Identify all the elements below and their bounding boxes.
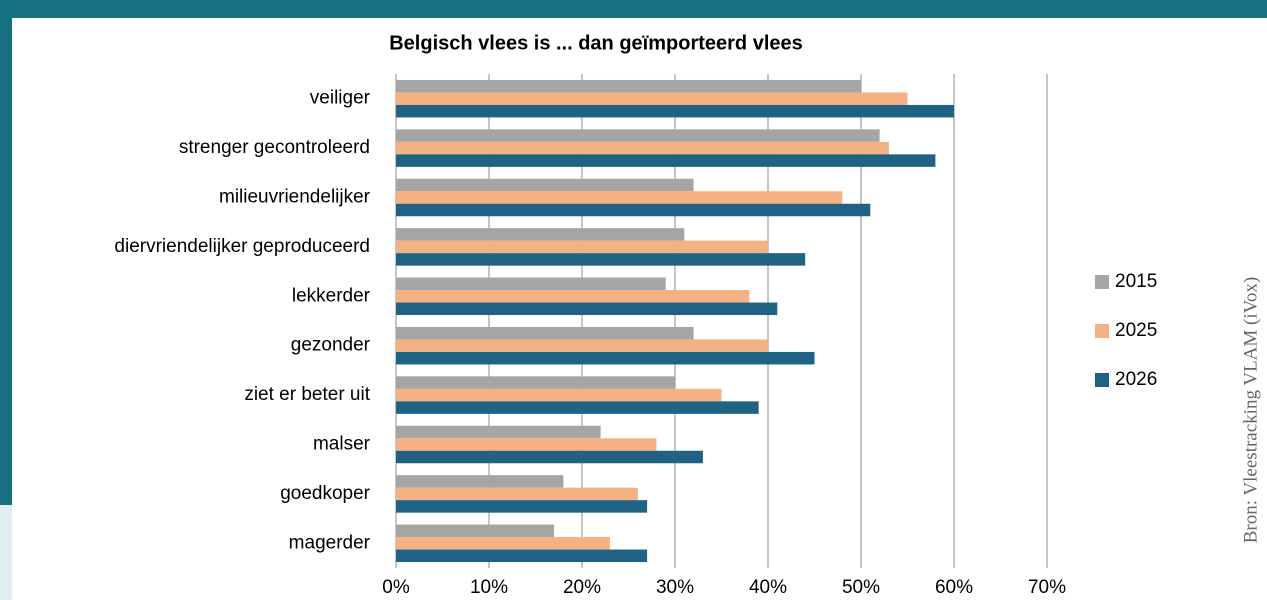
y-tick-label: ziet er beter uit xyxy=(244,384,370,405)
bar xyxy=(396,339,768,352)
bar xyxy=(396,388,722,402)
bar xyxy=(396,302,778,316)
bar xyxy=(396,104,954,118)
bar xyxy=(396,191,843,204)
legend-swatch xyxy=(1095,275,1109,289)
x-tick-label: 30% xyxy=(656,577,694,598)
bar xyxy=(396,475,564,488)
legend-swatch xyxy=(1095,373,1109,387)
bar xyxy=(396,351,815,365)
y-tick-label: malser xyxy=(313,434,371,455)
bar xyxy=(396,154,936,167)
bar xyxy=(396,203,871,217)
bar xyxy=(396,228,685,241)
bar xyxy=(396,92,908,105)
bar xyxy=(396,129,880,142)
x-tick-label: 40% xyxy=(749,577,787,598)
x-tick-label: 10% xyxy=(470,577,508,598)
x-tick-label: 70% xyxy=(1028,577,1066,598)
y-tick-label: milieuvriendelijker xyxy=(219,187,371,208)
legend-label: 2026 xyxy=(1115,369,1157,390)
bar xyxy=(396,277,666,291)
bar xyxy=(396,438,657,451)
bar xyxy=(396,425,601,439)
y-tick-label: veiliger xyxy=(310,88,371,109)
y-tick-label: diervriendelijker geproduceerd xyxy=(114,236,370,257)
left-band xyxy=(0,0,12,505)
bar xyxy=(396,79,861,93)
bar xyxy=(396,178,694,192)
bar xyxy=(396,537,610,550)
y-tick-label: strenger gecontroleerd xyxy=(179,137,370,158)
top-band xyxy=(0,0,1267,18)
bar xyxy=(396,141,889,155)
x-tick-label: 20% xyxy=(563,577,601,598)
bar xyxy=(396,326,694,340)
source: Bron: Vleestracking VLAM (iVox) xyxy=(1240,277,1261,544)
bar xyxy=(396,524,555,538)
y-tick-label: gezonder xyxy=(291,335,371,356)
x-tick-label: 50% xyxy=(842,577,880,598)
bar xyxy=(396,240,768,254)
bar xyxy=(396,376,675,389)
bar xyxy=(396,500,648,513)
bar xyxy=(396,549,648,563)
y-tick-label: goedkoper xyxy=(280,483,370,504)
bar xyxy=(396,401,759,414)
y-tick-label: magerder xyxy=(289,532,371,553)
legend-swatch xyxy=(1095,324,1109,338)
bar xyxy=(396,487,638,501)
x-tick-label: 0% xyxy=(382,577,410,598)
y-tick-label: lekkerder xyxy=(292,285,371,306)
legend-label: 2025 xyxy=(1115,320,1157,341)
bar xyxy=(396,253,806,266)
bar xyxy=(396,290,750,303)
x-tick-label: 60% xyxy=(935,577,973,598)
left-band-light xyxy=(0,505,12,600)
chart-title: Belgisch vlees is ... dan geïmporteerd v… xyxy=(389,32,803,54)
legend-label: 2015 xyxy=(1115,271,1157,292)
bar xyxy=(396,450,703,464)
